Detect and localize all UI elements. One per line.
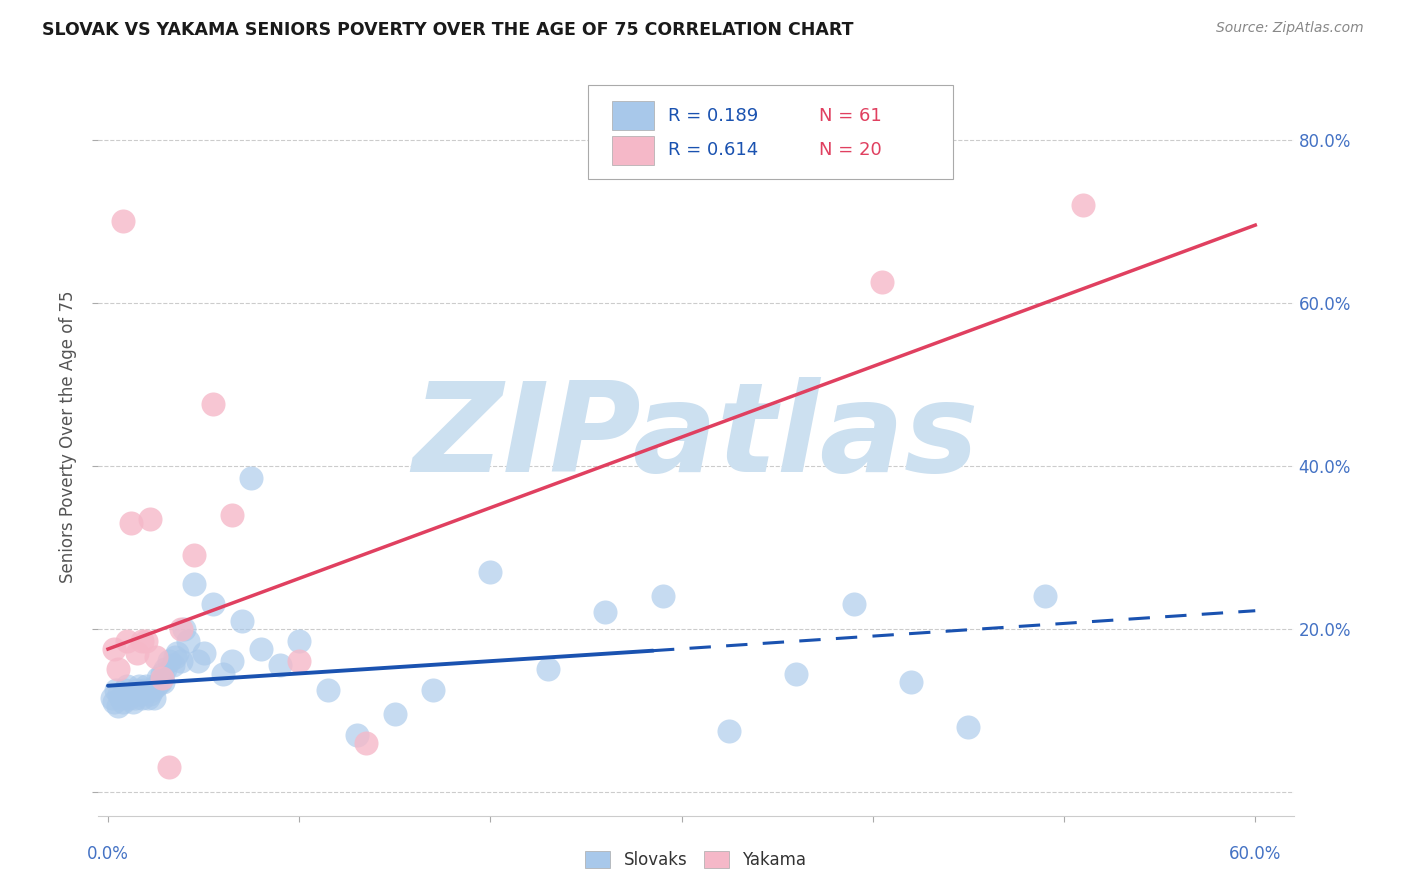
Point	[108, 687, 131, 701]
Point	[112, 214, 135, 228]
Point	[125, 682, 148, 697]
Point	[872, 275, 894, 289]
Point	[139, 511, 162, 525]
Point	[354, 736, 377, 750]
Point	[202, 597, 225, 611]
Point	[107, 662, 129, 676]
Point	[121, 695, 143, 709]
Point	[141, 682, 163, 697]
Point	[120, 516, 142, 530]
Point	[115, 679, 138, 693]
Y-axis label: Seniors Poverty Over the Age of 75: Seniors Poverty Over the Age of 75	[59, 291, 77, 583]
Point	[152, 674, 174, 689]
Point	[288, 654, 311, 668]
Point	[136, 690, 159, 705]
FancyBboxPatch shape	[589, 85, 953, 179]
Point	[593, 606, 616, 620]
Text: ZIPatlas: ZIPatlas	[413, 376, 979, 498]
Point	[183, 577, 205, 591]
Point	[651, 589, 673, 603]
Point	[288, 633, 311, 648]
Point	[107, 699, 129, 714]
Point	[103, 642, 125, 657]
Point	[162, 658, 184, 673]
Point	[177, 633, 200, 648]
Point	[131, 690, 153, 705]
Point	[134, 682, 156, 697]
Point	[135, 679, 157, 693]
Point	[240, 471, 263, 485]
Point	[785, 666, 807, 681]
Point	[135, 633, 157, 648]
Point	[114, 682, 136, 697]
Point	[115, 633, 138, 648]
Point	[479, 565, 502, 579]
Point	[142, 690, 165, 705]
Point	[231, 614, 253, 628]
Point	[250, 642, 273, 657]
Text: Source: ZipAtlas.com: Source: ZipAtlas.com	[1216, 21, 1364, 35]
Point	[193, 646, 215, 660]
Point	[183, 549, 205, 563]
Point	[157, 654, 180, 668]
Point	[269, 658, 291, 673]
Point	[537, 662, 560, 676]
Point	[1071, 198, 1094, 212]
Point	[173, 622, 195, 636]
Point	[202, 397, 225, 411]
Point	[101, 690, 124, 705]
Text: R = 0.189: R = 0.189	[668, 107, 759, 125]
Point	[112, 695, 135, 709]
Text: 60.0%: 60.0%	[1229, 845, 1281, 863]
Point	[346, 728, 368, 742]
Point	[842, 597, 865, 611]
Bar	[613, 136, 654, 165]
Point	[139, 687, 162, 701]
Text: N = 61: N = 61	[820, 107, 882, 125]
Point	[957, 719, 980, 733]
Text: R = 0.614: R = 0.614	[668, 142, 759, 160]
Point	[145, 679, 167, 693]
Point	[422, 682, 444, 697]
Point	[718, 723, 741, 738]
Point	[128, 679, 150, 693]
Point	[131, 633, 153, 648]
Point	[163, 650, 186, 665]
Point	[110, 690, 132, 705]
Point	[157, 760, 180, 774]
Point	[221, 654, 243, 668]
Text: N = 20: N = 20	[820, 142, 882, 160]
Point	[104, 682, 127, 697]
Point	[149, 674, 172, 689]
Point	[124, 690, 146, 705]
Point	[166, 646, 188, 660]
Point	[900, 674, 922, 689]
Point	[120, 687, 142, 701]
Point	[150, 671, 173, 685]
Point	[211, 666, 233, 681]
Point	[103, 695, 125, 709]
Point	[118, 690, 141, 705]
Point	[169, 622, 191, 636]
Point	[384, 707, 406, 722]
Point	[129, 687, 152, 701]
Point	[146, 671, 169, 685]
Text: SLOVAK VS YAKAMA SENIORS POVERTY OVER THE AGE OF 75 CORRELATION CHART: SLOVAK VS YAKAMA SENIORS POVERTY OVER TH…	[42, 21, 853, 38]
Point	[221, 508, 243, 522]
Point	[125, 646, 148, 660]
Bar	[613, 101, 654, 130]
Point	[316, 682, 339, 697]
Legend: Slovaks, Yakama: Slovaks, Yakama	[579, 845, 813, 876]
Point	[1033, 589, 1056, 603]
Point	[145, 650, 167, 665]
Point	[155, 662, 177, 676]
Point	[150, 666, 173, 681]
Point	[169, 654, 191, 668]
Point	[187, 654, 209, 668]
Text: 0.0%: 0.0%	[87, 845, 129, 863]
